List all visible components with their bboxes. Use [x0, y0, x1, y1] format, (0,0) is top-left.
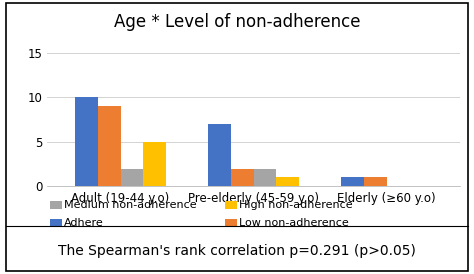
Text: The Spearman's rank correlation p=0.291 (p>0.05): The Spearman's rank correlation p=0.291 …: [58, 244, 416, 258]
Bar: [75, 97, 98, 186]
Bar: [364, 178, 387, 186]
Bar: [120, 169, 143, 186]
Text: High non-adherence: High non-adherence: [239, 200, 353, 210]
Bar: [276, 178, 299, 186]
Bar: [209, 124, 231, 186]
Text: Adhere: Adhere: [64, 218, 104, 228]
Bar: [254, 169, 276, 186]
Bar: [341, 178, 364, 186]
Bar: [143, 142, 166, 186]
Text: Medium non-adherence: Medium non-adherence: [64, 200, 197, 210]
Text: Low non-adherence: Low non-adherence: [239, 218, 349, 228]
Bar: [231, 169, 254, 186]
Text: Age * Level of non-adherence: Age * Level of non-adherence: [114, 13, 360, 31]
Bar: [98, 106, 120, 186]
